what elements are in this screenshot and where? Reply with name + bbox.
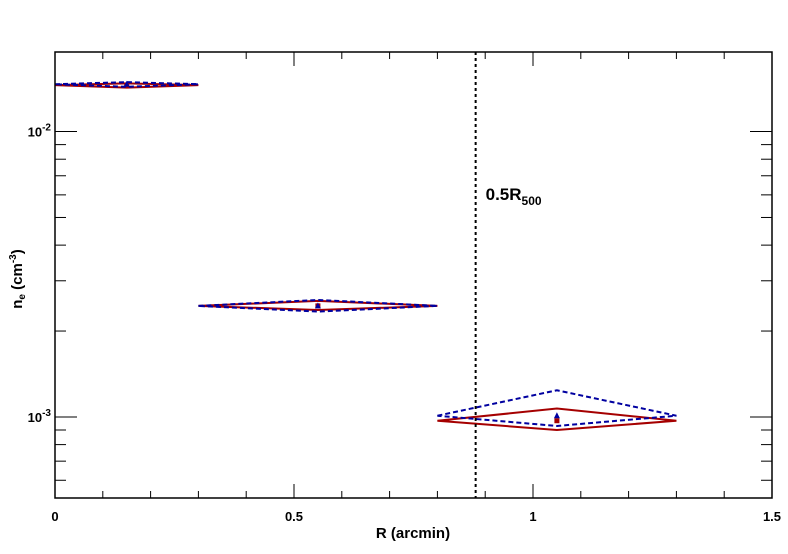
series-solid (54, 82, 677, 432)
x-axis-title: R (arcmin) (376, 525, 450, 542)
error-diamond (437, 389, 677, 427)
error-diamond (437, 407, 677, 432)
reference-line-label: 0.5R500 (486, 185, 542, 208)
x-tick-label: 0 (51, 509, 58, 524)
data-point-triangle (123, 80, 130, 87)
series-dashed (54, 80, 677, 427)
error-diamond (198, 299, 438, 311)
data-point-square (554, 418, 560, 424)
x-tick-label: 1.5 (763, 509, 781, 524)
plot-frame (54, 51, 773, 499)
y-axis-title: ne (cm-3) (8, 249, 28, 308)
data-point-triangle (553, 412, 560, 419)
axis-ticks (54, 52, 773, 498)
error-diamond (54, 82, 199, 89)
x-tick-label: 0.5 (285, 509, 303, 524)
data-point-triangle (314, 302, 321, 309)
data-layer (54, 80, 677, 432)
axis-tick-labels: 0 0.5 1 1.5 10-3 10-2 (28, 123, 781, 524)
y-tick-label: 10-2 (28, 123, 52, 140)
y-tick-label: 10-3 (28, 408, 52, 425)
x-tick-label: 1 (529, 509, 536, 524)
